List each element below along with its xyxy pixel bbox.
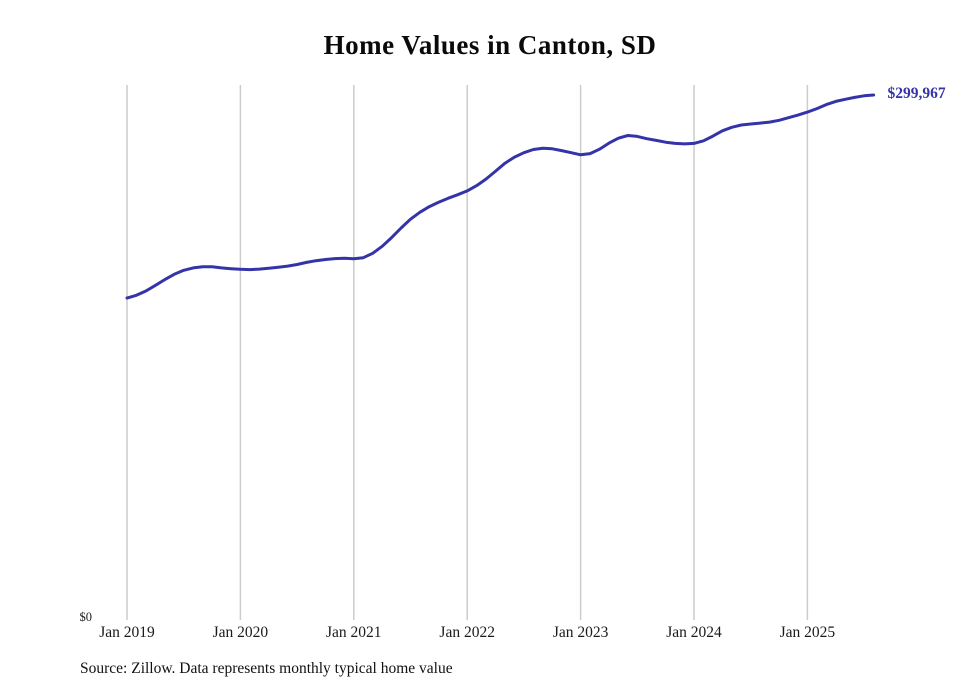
chart-title: Home Values in Canton, SD	[323, 30, 657, 60]
end-value-label: $299,967	[887, 85, 946, 102]
x-axis-tick-label: Jan 2020	[212, 624, 269, 641]
x-axis-tick-label: Jan 2022	[439, 624, 495, 641]
x-axis-tick-label: Jan 2019	[99, 624, 155, 641]
source-note: Source: Zillow. Data represents monthly …	[80, 660, 453, 677]
x-axis-tick-label: Jan 2024	[666, 624, 722, 641]
home-value-series-line	[125, 93, 876, 300]
x-axis-tick-label: Jan 2021	[326, 624, 382, 641]
x-axis-tick-label: Jan 2025	[779, 624, 836, 641]
x-axis-tick-label: Jan 2023	[552, 624, 609, 641]
y-axis-zero-label: $0	[79, 610, 93, 624]
